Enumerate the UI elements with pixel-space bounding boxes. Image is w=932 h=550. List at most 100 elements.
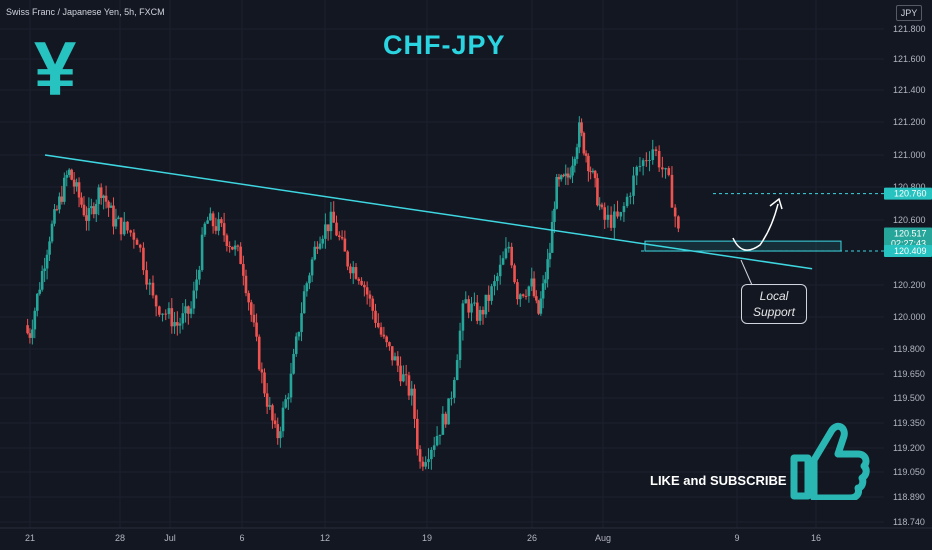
candle-body <box>667 168 671 175</box>
candle-body <box>281 407 285 432</box>
candle-body <box>340 236 344 239</box>
time-axis[interactable]: 21 28 Jul 6 12 19 26 Aug 9 16 <box>0 527 932 543</box>
candle-body <box>376 322 380 328</box>
candle-body <box>354 267 358 279</box>
x-tick-label: 19 <box>422 533 432 543</box>
price-axis[interactable]: 121.800 121.600 121.400 121.200 121.000 120.8… <box>884 0 932 550</box>
candle-body <box>441 413 445 435</box>
candle-body <box>135 239 139 245</box>
candle-body <box>379 327 383 335</box>
candle-body <box>632 175 635 196</box>
currency-button[interactable]: JPY <box>896 5 922 21</box>
candle-body <box>393 356 397 361</box>
candle-body <box>297 332 301 337</box>
candle-body <box>600 204 604 208</box>
candle-body <box>170 308 174 327</box>
candle-body <box>365 287 369 295</box>
candle-body <box>335 222 338 236</box>
x-tick-label: Aug <box>595 533 611 543</box>
candle-body <box>142 247 145 271</box>
candle-body <box>430 449 433 460</box>
candle-body <box>566 173 570 178</box>
candle-body <box>181 313 185 324</box>
candle-body <box>578 122 581 148</box>
candle-body <box>587 155 590 172</box>
candle-body <box>292 353 295 374</box>
candle-body <box>493 281 496 287</box>
candle-body <box>385 336 388 343</box>
y-tick-label: 120.800 <box>893 182 926 192</box>
candle-body <box>55 209 59 211</box>
candle-body <box>593 170 597 179</box>
candle-body <box>158 306 161 315</box>
candle-body <box>203 223 207 235</box>
candle-body <box>173 322 176 327</box>
candle-body <box>518 294 522 300</box>
candle-body <box>654 149 658 151</box>
candle-body <box>161 313 164 315</box>
candle-body <box>92 206 96 215</box>
candle-body <box>58 196 61 210</box>
candle-body <box>211 213 215 227</box>
candle-body <box>575 147 579 159</box>
price-axis-bg <box>884 0 932 550</box>
candle-body <box>268 405 272 407</box>
candle-body <box>447 398 450 425</box>
candle-body <box>45 254 49 269</box>
candle-body <box>657 150 661 168</box>
candle-body <box>513 265 516 283</box>
candle-body <box>591 170 595 172</box>
projection-arrow <box>732 203 779 251</box>
candle-body <box>564 173 568 176</box>
candle-body <box>119 217 123 235</box>
candle-body <box>233 245 237 250</box>
candle-body <box>35 293 39 311</box>
candle-body <box>225 235 229 246</box>
x-tick-label: 6 <box>239 533 244 543</box>
candle-body <box>368 294 372 299</box>
candle-body <box>399 365 402 382</box>
candle-body <box>645 160 648 162</box>
candle-body <box>43 268 46 271</box>
candle-body <box>382 334 386 337</box>
candle-body <box>357 278 361 281</box>
candle-body <box>467 299 470 313</box>
candle-body <box>102 195 105 198</box>
candle-body <box>138 244 142 248</box>
candle-body <box>97 187 101 205</box>
candle-body <box>252 314 256 323</box>
candle-body <box>50 223 54 242</box>
candle-body <box>407 375 411 396</box>
price-label: 120.409 <box>894 246 927 256</box>
y-tick-label: 120.200 <box>893 280 926 290</box>
candle-body <box>521 294 525 296</box>
thumbs-up-icon <box>790 422 870 500</box>
candle-body <box>349 266 352 274</box>
candle-body <box>609 214 613 228</box>
y-tick-label: 119.350 <box>893 418 925 428</box>
candle-body <box>603 207 607 220</box>
candle-body <box>435 435 439 446</box>
candle-body <box>651 149 655 160</box>
callout-line-1: Local <box>759 289 789 303</box>
price-label: 120.760 <box>894 189 927 199</box>
candle-body <box>622 206 626 213</box>
candle-body <box>371 298 375 311</box>
candle-body <box>453 379 456 398</box>
candle-body <box>247 293 250 303</box>
yen-icon: ¥ <box>34 27 77 112</box>
candle-body <box>294 336 298 354</box>
candle-body <box>77 182 81 198</box>
candle-body <box>38 289 42 294</box>
candle-body <box>206 220 209 224</box>
candle-body <box>559 175 563 180</box>
arrow-head-icon <box>769 197 783 210</box>
candle-body <box>324 224 327 239</box>
candle-body <box>239 246 242 264</box>
candle-body <box>606 214 610 220</box>
candle-body <box>82 204 86 216</box>
candle-body <box>276 424 280 439</box>
candle-body <box>316 246 319 249</box>
candle-body <box>546 259 549 280</box>
